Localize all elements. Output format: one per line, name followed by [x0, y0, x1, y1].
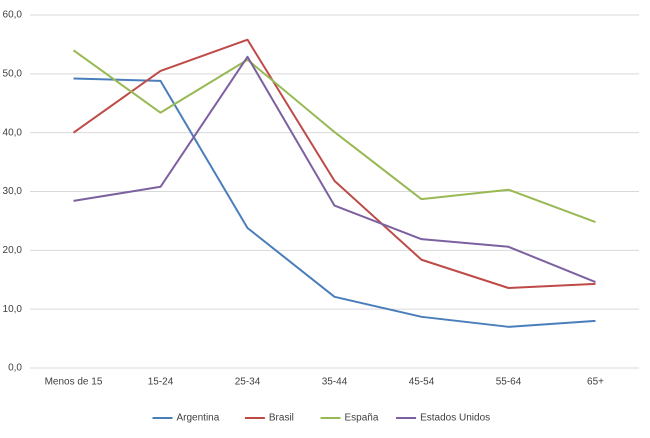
y-tick-label: 0,0 — [8, 363, 22, 374]
legend-label: España — [345, 413, 379, 424]
y-tick-label: 40,0 — [3, 127, 23, 138]
legend-label: Argentina — [177, 413, 220, 424]
x-tick-label: 15-24 — [148, 377, 174, 388]
x-tick-label: Menos de 15 — [45, 377, 103, 388]
series-line — [73, 55, 596, 284]
y-tick-label: 30,0 — [3, 186, 23, 197]
series-line — [72, 49, 596, 224]
y-tick-label: 10,0 — [3, 304, 23, 315]
y-tick-label: 50,0 — [3, 68, 23, 79]
x-tick-label: 55-64 — [496, 377, 522, 388]
y-tick-label: 60,0 — [3, 10, 23, 21]
x-tick-label: 25-34 — [235, 377, 261, 388]
series-line — [73, 77, 596, 328]
legend-label: Brasil — [269, 413, 294, 424]
series-line — [72, 38, 596, 289]
x-tick-label: 45-54 — [409, 377, 435, 388]
x-tick-label: 35-44 — [322, 377, 348, 388]
x-tick-label: 65+ — [587, 377, 604, 388]
legend-label: Estados Unidos — [420, 413, 490, 424]
y-tick-label: 20,0 — [3, 245, 23, 256]
